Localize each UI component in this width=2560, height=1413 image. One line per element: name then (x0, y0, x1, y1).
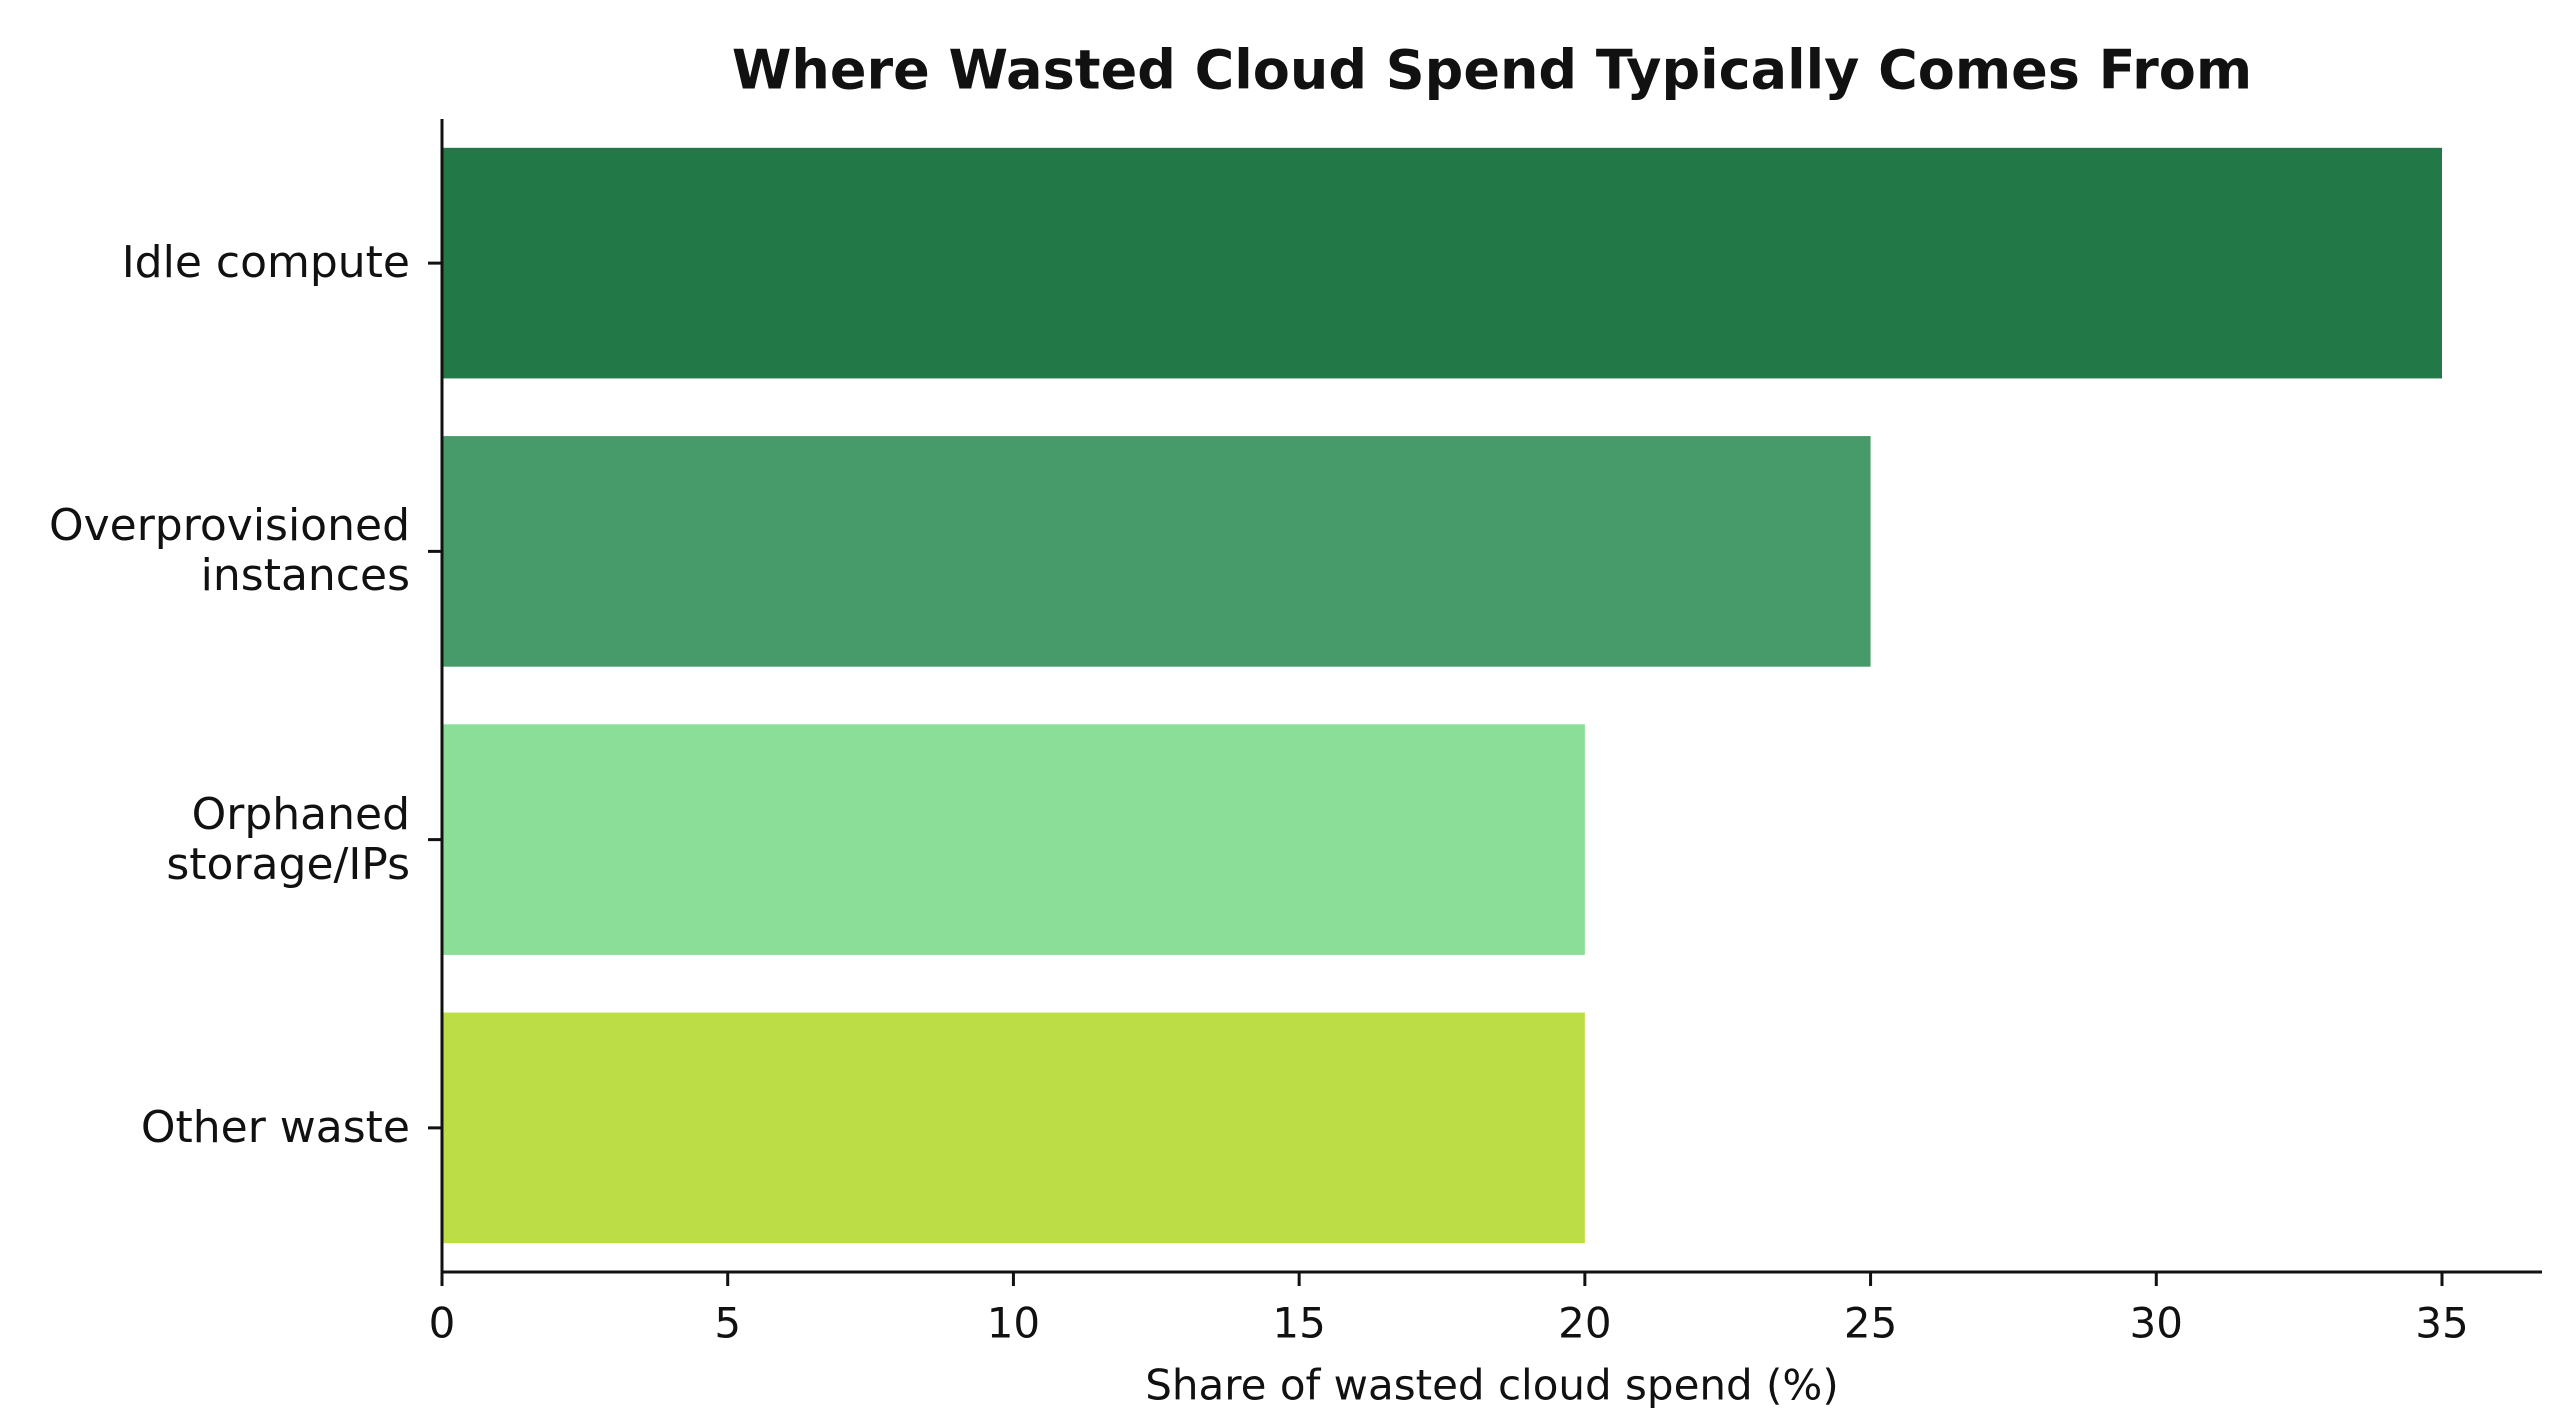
x-tick-label: 20 (1558, 1299, 1611, 1348)
x-tick-label: 10 (987, 1299, 1040, 1348)
x-tick-label: 0 (429, 1299, 456, 1348)
bar (442, 1012, 1585, 1244)
x-tick-label: 5 (714, 1299, 741, 1348)
x-tick-label: 15 (1272, 1299, 1325, 1348)
x-axis-label: Share of wasted cloud spend (%) (1145, 1361, 1838, 1410)
y-tick-label: Orphaned storage/IPs (166, 788, 410, 890)
x-tick-label: 35 (2415, 1299, 2468, 1348)
x-tick-label: 30 (2130, 1299, 2183, 1348)
y-tick-label: Idle compute (121, 237, 410, 289)
bar (442, 147, 2442, 379)
bar (442, 436, 1871, 667)
y-tick-label: Other waste (140, 1101, 410, 1153)
chart-title: Where Wasted Cloud Spend Typically Comes… (732, 39, 2252, 102)
y-tick-label: Overprovisioned instances (48, 500, 410, 602)
x-tick-label: 25 (1844, 1299, 1897, 1348)
bar (442, 724, 1585, 955)
